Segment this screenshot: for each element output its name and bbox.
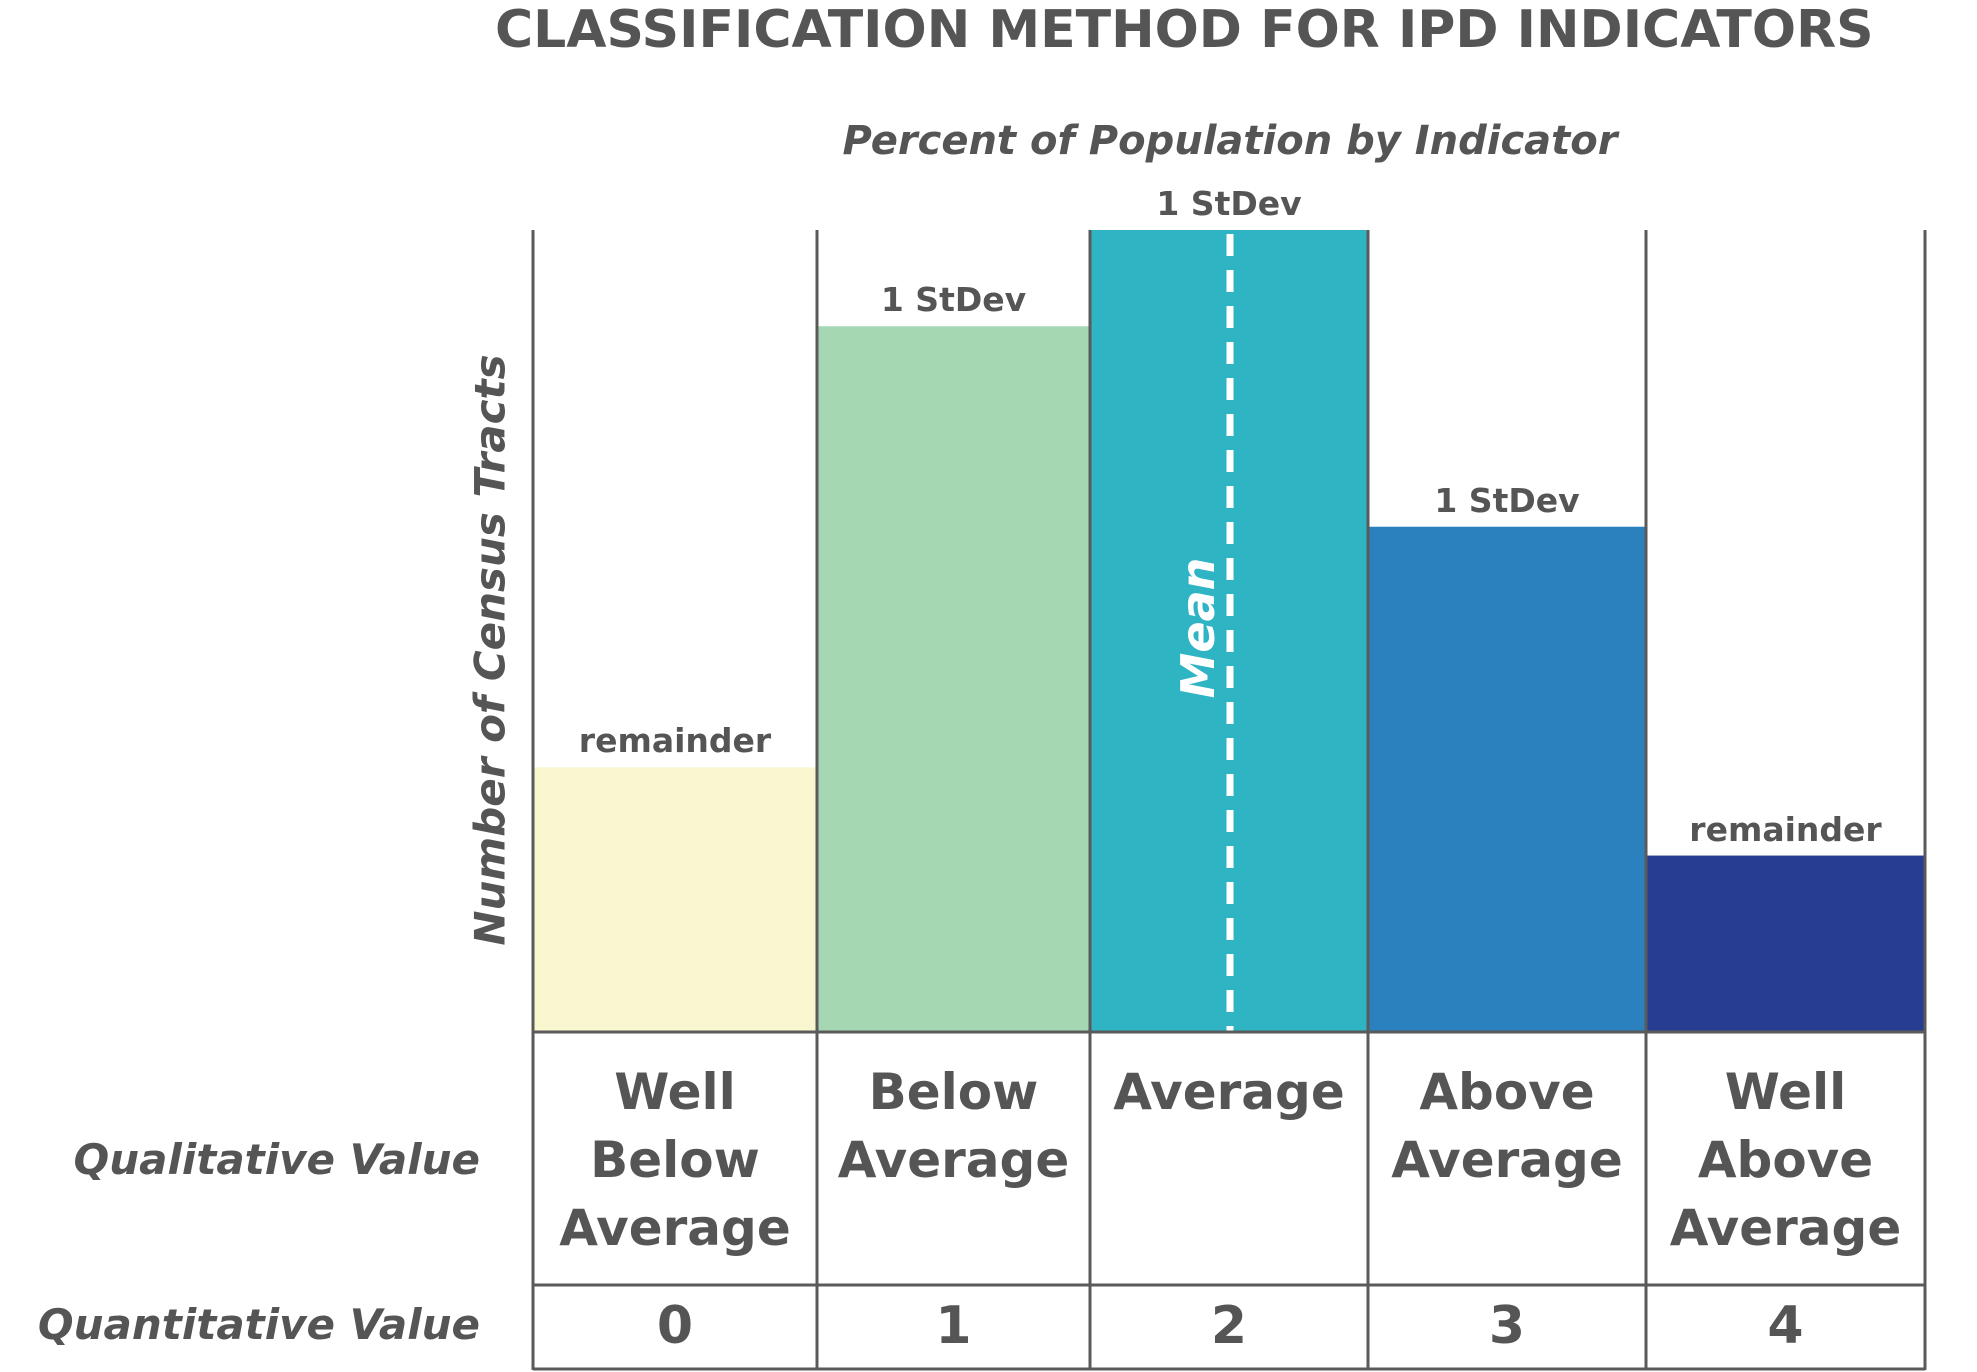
qualitative-line: Well xyxy=(614,1063,736,1121)
qualitative-value-1: Below Average xyxy=(817,1058,1090,1194)
chart-title: CLASSIFICATION METHOD FOR IPD INDICATORS xyxy=(495,0,1874,60)
quantitative-row-label: Quantitative Value xyxy=(37,1300,480,1349)
bar-4 xyxy=(1646,855,1925,1032)
qualitative-value-0: Well Below Average xyxy=(533,1058,817,1262)
qualitative-line: Above xyxy=(1697,1131,1874,1189)
qualitative-line: Average xyxy=(1669,1199,1902,1257)
bar-0 xyxy=(533,767,817,1032)
bar-1 xyxy=(817,326,1090,1032)
mean-label: Mean xyxy=(1171,557,1225,699)
qualitative-value-3: Above Average xyxy=(1368,1058,1646,1194)
qualitative-line: Below xyxy=(868,1063,1039,1121)
quantitative-value-4: 4 xyxy=(1767,1296,1804,1356)
bar-3 xyxy=(1368,526,1646,1032)
bar-label-1: 1 StDev xyxy=(880,280,1027,320)
quantitative-value-3: 3 xyxy=(1488,1296,1526,1356)
quantitative-value-2: 2 xyxy=(1210,1296,1248,1356)
chart-subtitle: Percent of Population by Indicator xyxy=(842,118,1618,164)
quantitative-value-1: 1 xyxy=(935,1296,972,1356)
bar-label-2: 1 StDev xyxy=(1156,184,1302,223)
bar-label-4: remainder xyxy=(1689,809,1882,849)
qualitative-line: Above xyxy=(1419,1063,1595,1121)
qualitative-line: Well xyxy=(1724,1063,1847,1121)
qualitative-line: Below xyxy=(590,1131,760,1189)
bar-label-3: 1 StDev xyxy=(1434,480,1580,520)
qualitative-line: Average xyxy=(837,1131,1070,1189)
qualitative-value-2: Average xyxy=(1090,1058,1368,1126)
qualitative-line: Average xyxy=(1391,1131,1623,1189)
qualitative-line: Average xyxy=(559,1199,791,1257)
bar-label-0: remainder xyxy=(578,721,772,761)
qualitative-line: Average xyxy=(1113,1063,1345,1121)
qualitative-row-label: Qualitative Value xyxy=(73,1135,481,1184)
qualitative-value-4: Well Above Average xyxy=(1646,1058,1925,1262)
quantitative-value-0: 0 xyxy=(656,1296,694,1356)
